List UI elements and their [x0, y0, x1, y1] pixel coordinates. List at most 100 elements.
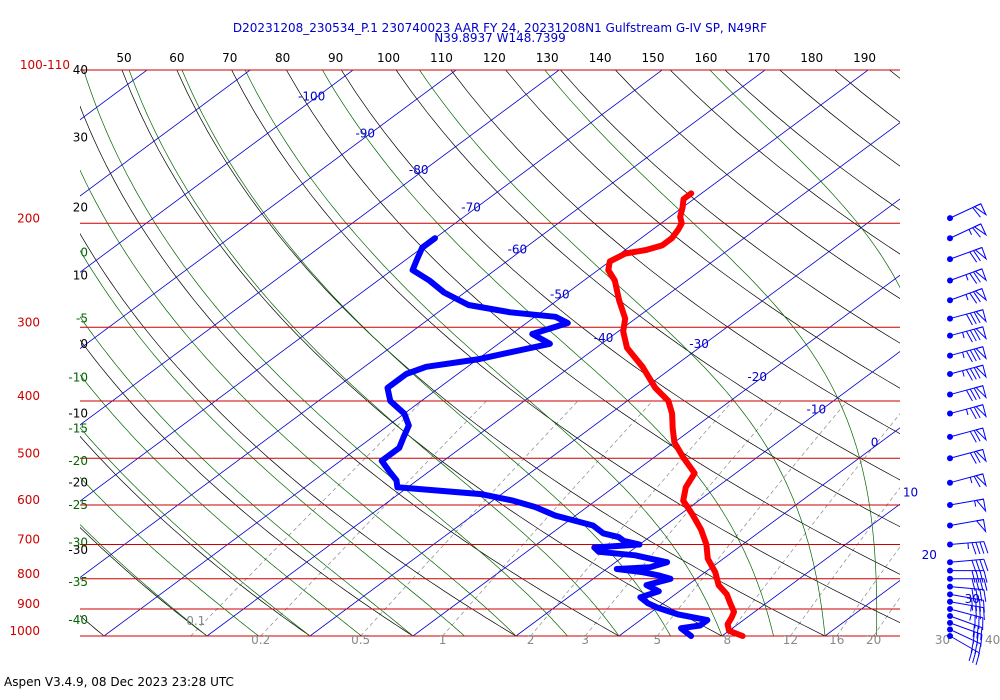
wind-barb-flag	[982, 600, 985, 613]
wind-barb-flag	[973, 430, 981, 442]
wind-barb-flag	[971, 598, 974, 611]
wind-barb-flag	[969, 368, 977, 380]
wind-barb-flag	[980, 634, 983, 647]
wind-barb-half-flag	[962, 332, 965, 339]
pressure-label: 100-110	[20, 58, 70, 72]
isotherm-line	[80, 70, 251, 197]
footer-text: Aspen V3.4.9, 08 Dec 2023 23:28 UTC	[4, 675, 234, 689]
moist-adiabat-side-label: -30	[68, 536, 88, 550]
isotherm-label: -80	[409, 163, 429, 177]
wind-barb-flag	[980, 627, 983, 640]
top-scale-label: 70	[222, 51, 237, 65]
moist-adiabat-side-label: 0	[80, 245, 88, 259]
dry-adiabat-line	[560, 70, 900, 344]
wind-barb-flag	[965, 389, 973, 402]
wind-barb-pennant	[975, 448, 987, 463]
mixing-ratio-label: 0.1	[186, 614, 205, 628]
wind-barb-flag	[975, 559, 981, 572]
moist-adiabat-line	[80, 374, 362, 637]
wind-barb-flag	[965, 313, 973, 326]
wind-barb-flag	[983, 589, 987, 602]
isotherm-line	[0, 46, 77, 636]
wind-barb-flag	[973, 451, 981, 463]
wind-barb-flag	[975, 598, 977, 612]
wind-barb-flag	[975, 542, 981, 555]
mixing-ratio-label: 0.5	[351, 633, 370, 647]
isotherm-label: -10	[807, 403, 827, 417]
top-scale-label: 180	[800, 51, 823, 65]
pressure-label: 500	[17, 446, 40, 460]
isotherm-line	[721, 503, 900, 637]
isotherm-line	[80, 70, 663, 502]
left-scale-label: 40	[73, 63, 88, 77]
wind-barb-half-flag	[962, 370, 965, 377]
isotherm-label: -60	[508, 243, 528, 257]
wind-barb-shaft	[949, 622, 983, 635]
moist-adiabat-side-label: -20	[68, 454, 88, 468]
mixing-ratio-label: 5	[654, 633, 662, 647]
isotherm-label: 20	[922, 548, 937, 562]
isotherm-line	[309, 198, 900, 637]
wind-barb-flag	[969, 330, 977, 342]
temperature-profile	[605, 190, 746, 639]
wind-barb-flag	[965, 350, 973, 363]
wind-barb-flag	[979, 606, 981, 620]
dry-adiabat-line	[80, 435, 311, 637]
left-scale-label: -30	[68, 543, 88, 557]
isotherm-line	[80, 70, 354, 273]
wind-barb-pennant	[975, 364, 987, 379]
moist-adiabat-side-label: -25	[68, 498, 88, 512]
wind-barb-half-flag	[969, 477, 973, 484]
wind-barb	[947, 613, 983, 640]
dry-adiabat-line	[80, 527, 208, 637]
wind-barb	[947, 567, 988, 583]
mixing-ratio-label: 40	[985, 633, 1000, 647]
wind-barb-flag	[969, 349, 977, 362]
moist-adiabat-line	[128, 70, 620, 637]
wind-barb	[947, 287, 988, 304]
moist-adiabat-line	[80, 524, 208, 637]
pressure-label: 700	[17, 533, 40, 547]
dry-adiabat-line	[176, 70, 826, 637]
wind-barb-pennant	[973, 223, 988, 237]
isotherm-line	[515, 351, 900, 637]
wind-barb-flag	[969, 273, 978, 284]
wind-barb	[947, 605, 984, 631]
wind-barb-flag	[982, 607, 985, 621]
wind-barb-flag	[979, 541, 985, 554]
wind-barb-flag	[979, 599, 981, 612]
moist-adiabat-line	[321, 70, 774, 637]
wind-barb-flag	[983, 578, 988, 591]
wind-barb	[947, 246, 988, 263]
top-scale-label: 60	[169, 51, 184, 65]
mixing-ratio-line	[727, 413, 900, 637]
wind-barb-flag	[983, 541, 989, 554]
wind-barb-flag	[971, 542, 977, 555]
wind-barb-flag	[983, 570, 988, 583]
wind-barb-flag	[973, 328, 981, 341]
isotherm-line	[80, 70, 560, 426]
wind-barb-flag	[972, 631, 975, 645]
isotherm-line	[928, 46, 1000, 636]
wind-barb-shaft	[949, 629, 982, 645]
dewpoint-profile	[378, 235, 711, 639]
wind-barb-pennant	[975, 473, 987, 488]
top-scale-label: 110	[430, 51, 453, 65]
pressure-label: 800	[17, 567, 40, 581]
mixing-ratio-label: 3	[581, 633, 589, 647]
mixing-ratio-label: 20	[866, 633, 881, 647]
wind-barb-shaft	[949, 601, 984, 609]
dry-adiabat-line	[340, 70, 900, 528]
dry-adiabat-line	[286, 70, 900, 575]
moist-adiabat-side-label: -15	[68, 421, 88, 435]
top-scale-label: 100	[377, 51, 400, 65]
top-scale-label: 80	[275, 51, 290, 65]
mixing-ratio-line	[190, 400, 423, 637]
wind-barb-flag	[971, 578, 976, 591]
wind-barb-flag	[975, 606, 977, 619]
top-scale-label: 90	[328, 51, 343, 65]
wind-barb-pennant	[974, 268, 988, 282]
wind-barb	[947, 364, 987, 381]
isotherm-label: -20	[747, 370, 767, 384]
